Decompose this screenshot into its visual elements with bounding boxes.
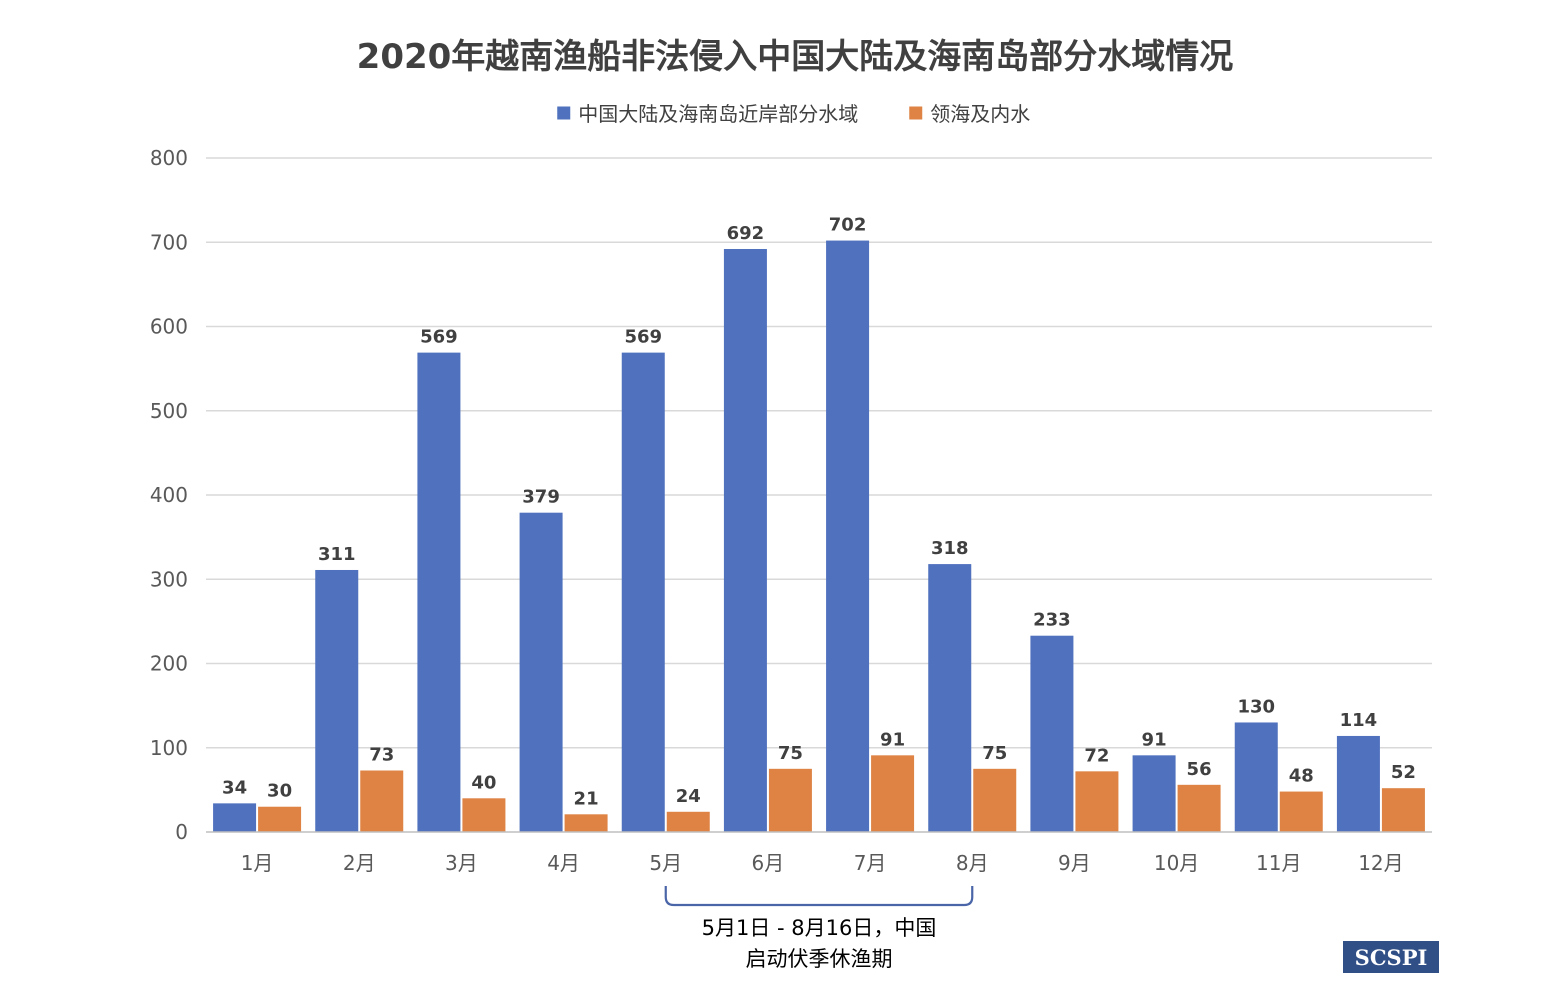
data-label: 91 — [1142, 729, 1167, 750]
bar-series-1 — [315, 569, 359, 832]
bar-series-1 — [417, 352, 461, 832]
data-label: 21 — [574, 788, 599, 809]
data-label: 34 — [222, 777, 247, 798]
data-label: 702 — [829, 215, 867, 236]
bar-series-2 — [360, 770, 404, 832]
data-label: 569 — [624, 327, 662, 348]
data-label: 30 — [267, 781, 292, 802]
data-labels: 34 30 311 73 569 40 379 21 569 24 692 75 702 91 318 75 2… — [222, 215, 1416, 810]
x-tick-label: 2月 — [343, 851, 376, 875]
x-tick-label: 5月 — [649, 851, 682, 875]
y-tick-label: 700 — [150, 230, 188, 254]
x-axis: 1月 2月 3月 4月 5月 6月 7月 8月 9月 10月 11月 12月 — [206, 831, 1432, 875]
x-tick-label: 9月 — [1058, 851, 1091, 875]
y-tick-label: 300 — [150, 567, 188, 591]
data-label: 130 — [1237, 696, 1275, 717]
annotation: 5月1日 - 8月16日，中国 启动伏季休渔期 — [664, 886, 974, 971]
data-label: 73 — [369, 744, 394, 765]
legend: 中国大陆及海南岛近岸部分水域 领海及内水 — [557, 102, 1030, 126]
bar-series-1 — [1336, 735, 1380, 832]
bar-series-1 — [723, 248, 767, 833]
annotation-line-1: 5月1日 - 8月16日，中国 — [702, 916, 937, 940]
data-label: 75 — [778, 743, 803, 764]
logo-background — [1343, 941, 1439, 973]
bar-series-2 — [258, 806, 302, 832]
bar-series-2 — [1381, 788, 1425, 832]
data-label: 91 — [880, 729, 905, 750]
bar-series-2 — [973, 768, 1017, 832]
bar-series-1 — [1132, 755, 1176, 832]
scspi-logo: SCSPI — [1343, 941, 1439, 973]
x-tick-label: 1月 — [241, 851, 274, 875]
bar-series-2 — [1279, 791, 1323, 832]
data-label: 379 — [522, 487, 560, 508]
x-tick-label: 10月 — [1154, 851, 1199, 875]
y-tick-label: 100 — [150, 736, 188, 760]
bar-series-2 — [1177, 784, 1221, 832]
bar-series-1 — [519, 512, 563, 832]
x-tick-label: 12月 — [1358, 851, 1403, 875]
bar-series-1 — [621, 352, 665, 832]
legend-label-2: 领海及内水 — [930, 102, 1030, 126]
bar-series-2 — [871, 755, 915, 832]
data-label: 75 — [982, 743, 1007, 764]
bar-series-2 — [768, 768, 812, 832]
bar-series-1 — [826, 240, 870, 832]
y-tick-label: 800 — [150, 146, 188, 170]
x-tick-label: 6月 — [752, 851, 785, 875]
data-label: 233 — [1033, 610, 1071, 631]
x-tick-label: 11月 — [1256, 851, 1301, 875]
data-label: 52 — [1391, 762, 1416, 783]
bar-series-2 — [1075, 771, 1119, 832]
annotation-line-2: 启动伏季休渔期 — [746, 947, 893, 971]
bar-series-2 — [666, 811, 710, 832]
bars — [213, 240, 1425, 833]
data-label: 56 — [1187, 759, 1212, 780]
gridlines — [206, 157, 1432, 749]
data-label: 24 — [676, 786, 701, 807]
x-tick-label: 3月 — [445, 851, 478, 875]
annotation-bracket — [664, 886, 974, 907]
x-tick-label: 8月 — [956, 851, 989, 875]
data-label: 692 — [727, 223, 765, 244]
bar-series-1 — [1234, 722, 1278, 832]
bar-series-1 — [1030, 635, 1074, 832]
legend-swatch-1 — [557, 106, 571, 120]
y-tick-label: 0 — [175, 820, 188, 844]
x-tick-label: 4月 — [547, 851, 580, 875]
y-tick-label: 200 — [150, 652, 188, 676]
legend-label-1: 中国大陆及海南岛近岸部分水域 — [578, 102, 858, 126]
chart-title: 2020年越南渔船非法侵入中国大陆及海南岛部分水域情况 — [357, 37, 1234, 77]
data-label: 40 — [471, 772, 496, 793]
logo-text: SCSPI — [1355, 945, 1428, 970]
bar-series-1 — [213, 803, 257, 832]
bar-series-1 — [928, 564, 972, 832]
bar-series-2 — [462, 798, 506, 832]
data-label: 311 — [318, 544, 356, 565]
legend-swatch-2 — [909, 106, 923, 120]
x-tick-label: 7月 — [854, 851, 887, 875]
bar-series-2 — [564, 814, 608, 832]
y-tick-label: 400 — [150, 483, 188, 507]
data-label: 48 — [1289, 766, 1314, 787]
y-tick-label: 500 — [150, 399, 188, 423]
data-label: 318 — [931, 538, 969, 559]
y-tick-label: 600 — [150, 315, 188, 339]
data-label: 72 — [1084, 745, 1109, 766]
data-label: 114 — [1340, 710, 1378, 731]
y-axis: 0 100 200 300 400 500 600 700 800 — [150, 146, 188, 844]
data-label: 569 — [420, 327, 458, 348]
